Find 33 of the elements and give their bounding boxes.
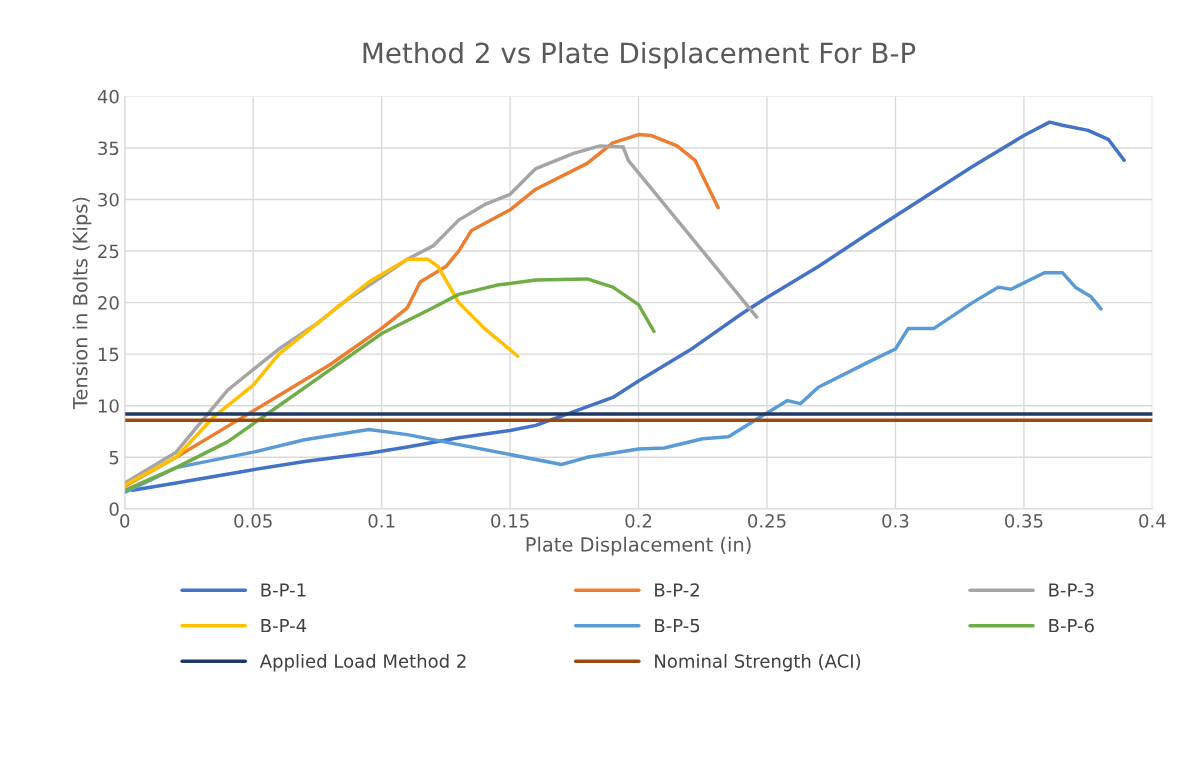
y-axis-title: Tension in Bolts (Kips) (72, 197, 92, 410)
legend-label: B-P-4 (261, 618, 307, 633)
y-tick-label: 35 (98, 141, 119, 156)
legend-label: Applied Load Method 2 (259, 653, 466, 672)
x-tick-label: 0.15 (491, 514, 529, 528)
legend-label: Nominal Strength (ACI) (655, 653, 861, 672)
legend-label: B-P-5 (655, 618, 700, 633)
legend-label: B-P-2 (655, 583, 699, 597)
line-series (124, 257, 520, 487)
x-tick-label: 0.25 (748, 514, 786, 528)
chart-title: Method 2 vs Plate Displacement For B-P (363, 41, 916, 69)
y-tick-label: 25 (98, 244, 119, 259)
x-tick-label: 0.35 (1005, 514, 1043, 528)
x-tick-label: 0.3 (882, 514, 909, 528)
y-tick-label: 0 (109, 502, 119, 516)
line-series (124, 277, 656, 493)
x-axis-title: Plate Displacement (in) (526, 536, 751, 556)
x-tick-label: 0.1 (368, 514, 395, 528)
y-tick-label: 15 (98, 347, 119, 362)
x-tick-label: 0.4 (1139, 514, 1166, 528)
x-tick-label: 0.2 (625, 514, 652, 528)
line-series (124, 270, 1103, 495)
y-tick-label: 5 (109, 451, 119, 465)
legend-label: B-P-6 (1049, 618, 1094, 633)
line-series (130, 120, 1126, 493)
y-tick-label: 10 (98, 399, 119, 413)
legend-label: B-P-3 (1049, 583, 1094, 597)
y-tick-label: 30 (98, 192, 119, 207)
x-tick-label: 0.05 (234, 514, 272, 528)
x-tick-label: 0 (120, 514, 130, 528)
y-tick-label: 40 (97, 89, 119, 104)
y-tick-label: 20 (98, 296, 119, 310)
legend-label: B-P-1 (261, 583, 306, 597)
